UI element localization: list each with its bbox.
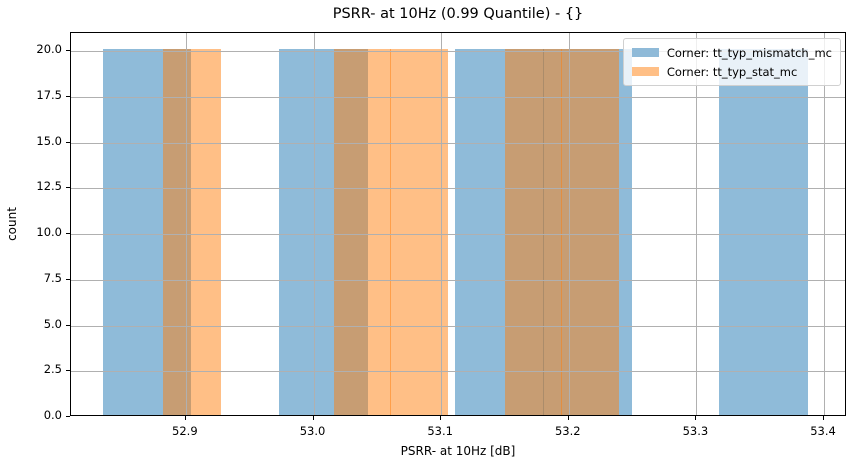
x-tick-label: 53.3: [682, 424, 709, 438]
x-tick: [567, 416, 569, 420]
x-grid-line: [696, 33, 698, 415]
y-tick-label: 2.5: [43, 362, 62, 377]
y-grid-line: [71, 371, 845, 373]
y-grid-line: [71, 279, 845, 281]
x-tick: [695, 416, 697, 420]
legend-swatch: [631, 48, 659, 57]
x-tick: [312, 416, 314, 420]
x-grid-line: [185, 33, 187, 415]
x-tick-label: 53.2: [554, 424, 581, 438]
x-axis-label: PSRR- at 10Hz [dB]: [400, 444, 516, 458]
y-tick-label: 7.5: [43, 270, 62, 285]
legend-entry: Corner: tt_typ_mismatch_mc: [631, 43, 832, 62]
y-grid-line: [71, 51, 845, 53]
legend-label: Corner: tt_typ_mismatch_mc: [666, 45, 832, 60]
histogram-bar: [719, 49, 808, 415]
legend-label: Corner: tt_typ_stat_mc: [666, 64, 798, 79]
y-grid-line: [71, 97, 845, 98]
x-tick: [184, 416, 186, 420]
y-tick-label: 12.5: [36, 179, 62, 194]
legend-entry: Corner: tt_typ_stat_mc: [631, 62, 832, 81]
y-tick: [66, 141, 70, 143]
y-tick: [66, 96, 70, 97]
chart-title: PSRR- at 10Hz (0.99 Quantile) - {}: [332, 6, 584, 22]
histogram-bar: [561, 49, 620, 415]
x-tick: [823, 416, 825, 420]
plot-area: [70, 32, 846, 416]
x-grid-line: [441, 33, 443, 415]
y-tick-label: 17.5: [36, 88, 62, 102]
y-tick: [66, 416, 70, 417]
y-tick-label: 0.0: [43, 408, 62, 422]
y-tick: [66, 370, 70, 372]
x-tick-label: 53.1: [427, 424, 453, 438]
x-grid-line: [824, 33, 826, 415]
histogram-bar: [390, 49, 448, 415]
y-tick: [66, 233, 70, 235]
y-tick: [66, 278, 70, 280]
histogram-bar: [162, 49, 221, 415]
y-tick-label: 5.0: [43, 316, 62, 331]
x-tick-label: 53.0: [299, 424, 326, 438]
histogram-bar: [333, 49, 391, 415]
x-tick-label: 53.4: [810, 424, 836, 438]
y-tick: [66, 50, 70, 52]
y-grid-line: [71, 234, 845, 236]
x-grid-line: [568, 33, 570, 415]
y-tick-label: 15.0: [36, 133, 62, 148]
x-tick-label: 52.9: [172, 424, 198, 438]
y-grid-line: [71, 142, 845, 144]
y-tick: [66, 324, 70, 326]
y-grid-line: [71, 325, 845, 327]
legend: Corner: tt_typ_mismatch_mc Corner: tt_typ…: [622, 38, 841, 86]
histogram-bar: [504, 49, 562, 415]
y-grid-line: [71, 188, 845, 190]
x-grid-line: [313, 33, 315, 415]
x-tick: [440, 416, 442, 420]
legend-swatch: [631, 67, 659, 76]
y-tick-label: 20.0: [36, 42, 62, 57]
y-tick: [66, 187, 70, 189]
y-tick-label: 10.0: [36, 225, 62, 240]
